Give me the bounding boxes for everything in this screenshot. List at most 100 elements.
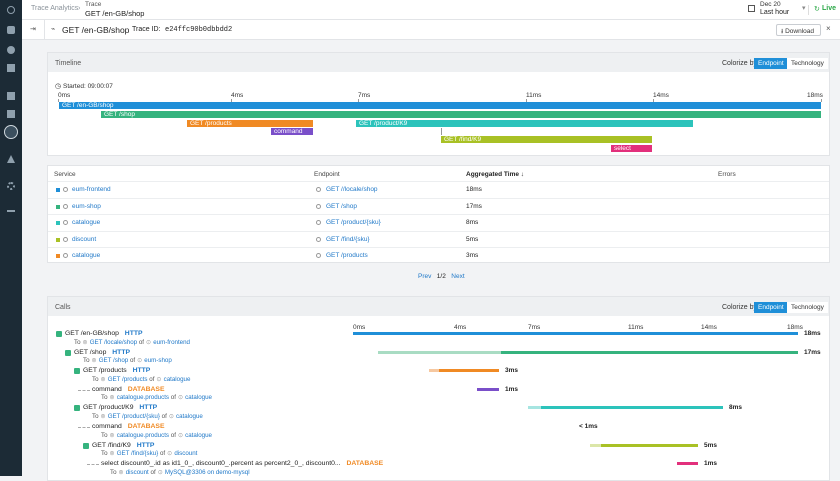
call-target[interactable]: GET /products xyxy=(107,375,148,383)
call-destination: To ⊚ GET /product/{sku} of ⊙ catalogue xyxy=(92,413,203,420)
live-toggle[interactable]: Live xyxy=(822,5,837,12)
aggregated-time: 3ms xyxy=(466,252,479,259)
call-target[interactable]: GET /product/{sku} xyxy=(107,412,160,420)
timeline-bar[interactable]: GET /shop xyxy=(101,111,821,118)
call-owner[interactable]: eum-shop xyxy=(144,357,172,365)
call-bar[interactable] xyxy=(501,350,798,354)
call-destination: To ⊚ GET /products of ⊙ catalogue xyxy=(92,376,190,383)
endpoint-name[interactable]: GET /find/{sku} xyxy=(326,235,370,243)
aggregated-time: 17ms xyxy=(466,202,482,210)
collapse-toggle[interactable] xyxy=(74,368,80,375)
timeline-bar[interactable]: GET /en-GB/shop xyxy=(59,102,821,109)
call-owner[interactable]: catalogue xyxy=(185,394,212,402)
of-label: of xyxy=(150,468,156,476)
timeline-card: Timeline Colorize by Endpoint Technology… xyxy=(47,52,830,156)
call-bar[interactable] xyxy=(353,332,798,335)
call-bar[interactable] xyxy=(677,462,698,466)
endpoint-icon xyxy=(316,220,321,225)
nav-icon[interactable] xyxy=(7,155,15,163)
endpoint-name[interactable]: GET /products xyxy=(326,252,368,259)
call-owner[interactable]: eum-frontend xyxy=(153,338,190,346)
nav-icon-active[interactable] xyxy=(4,125,18,139)
call-target[interactable]: catalogue.products xyxy=(116,394,170,402)
call-target[interactable]: catalogue.products xyxy=(116,431,170,439)
column-header[interactable]: Errors xyxy=(718,171,736,178)
timeline-bar[interactable]: GET /products xyxy=(187,120,313,127)
call-owner[interactable]: discount xyxy=(174,450,198,458)
to-label: To xyxy=(92,412,99,420)
service-name[interactable]: catalogue xyxy=(72,252,101,259)
endpoint-icon: ⊚ xyxy=(100,412,106,420)
axis-tick-label: 4ms xyxy=(454,324,467,331)
download-button[interactable]: ⭳ Download xyxy=(776,24,821,36)
trace-icon: ⌁ xyxy=(51,26,56,33)
service-icon: ⊙ xyxy=(177,431,184,439)
prev-page[interactable]: Prev xyxy=(418,273,432,280)
colorize-option-active[interactable]: Endpoint xyxy=(754,58,788,69)
next-page[interactable]: Next xyxy=(451,273,465,280)
timeline-bar[interactable]: GET /find/K9 xyxy=(441,136,652,143)
service-color xyxy=(56,221,60,225)
column-header[interactable]: Service xyxy=(54,171,76,178)
endpoint-name[interactable]: GET //locale/shop xyxy=(326,186,378,193)
collapse-toggle[interactable] xyxy=(65,349,71,356)
collapse-toggle[interactable] xyxy=(83,442,89,449)
calls-header xyxy=(48,297,829,316)
nav-icon[interactable] xyxy=(7,6,15,14)
column-header[interactable]: Endpoint xyxy=(314,171,340,178)
sidebar xyxy=(0,0,22,476)
call-owner[interactable]: catalogue xyxy=(176,412,203,420)
nav-icon[interactable] xyxy=(7,110,15,118)
close-button[interactable]: × xyxy=(826,24,831,33)
collapse-icon[interactable]: ⇥ xyxy=(30,26,36,33)
service-name[interactable]: eum-frontend xyxy=(72,186,111,193)
colorize-option[interactable]: Technology xyxy=(787,58,828,69)
call-technology: HTTP xyxy=(139,404,158,412)
call-title: GET /product/K9 HTTP xyxy=(83,404,157,411)
aggregated-time: 18ms xyxy=(466,186,482,193)
collapse-toggle[interactable] xyxy=(74,405,80,412)
time-range[interactable]: Last hour xyxy=(760,9,790,16)
call-duration: < 1ms xyxy=(579,423,598,430)
service-name[interactable]: discount xyxy=(72,235,97,243)
endpoint-icon xyxy=(316,187,321,192)
colorize-option-active[interactable]: Endpoint xyxy=(754,302,788,313)
call-bar[interactable] xyxy=(439,369,499,373)
colorize-option[interactable]: Technology xyxy=(787,302,828,313)
nav-icon[interactable] xyxy=(7,64,15,72)
top-bar: Trace Analytics › Trace GET /en-GB/shop … xyxy=(22,0,840,20)
nav-icon[interactable] xyxy=(7,92,15,100)
nav-icon[interactable] xyxy=(7,182,15,190)
call-target[interactable]: discount xyxy=(125,468,149,476)
call-bar[interactable] xyxy=(541,406,723,410)
call-target[interactable]: GET /find/{sku} xyxy=(116,450,159,458)
column-header[interactable]: Aggregated Time ↓ xyxy=(466,171,525,178)
timeline-bar[interactable]: GET /product/K9 xyxy=(356,120,693,127)
breadcrumb[interactable]: Trace Analytics xyxy=(31,5,79,12)
call-owner[interactable]: catalogue xyxy=(163,375,191,383)
call-bar[interactable] xyxy=(601,443,698,447)
nav-icon[interactable] xyxy=(7,26,15,34)
call-owner[interactable]: MySQL@3306 on demo-mysql xyxy=(164,468,250,476)
timeline-bar[interactable]: command xyxy=(271,128,313,135)
download-label: Download xyxy=(785,28,815,35)
call-bar[interactable] xyxy=(477,387,499,391)
service-name[interactable]: eum-shop xyxy=(72,202,101,210)
axis-tick-label: 7ms xyxy=(528,324,541,331)
call-target[interactable]: GET /locale/shop xyxy=(89,338,138,346)
axis-tick xyxy=(653,99,654,102)
collapse-toggle[interactable] xyxy=(56,331,62,337)
call-owner[interactable]: catalogue xyxy=(185,431,212,439)
timeline-bar[interactable]: select disco... xyxy=(611,145,652,152)
call-title: GET /shop HTTP xyxy=(74,349,130,356)
endpoint-name[interactable]: GET /shop xyxy=(326,202,357,210)
service-name[interactable]: catalogue xyxy=(72,219,101,226)
nav-icon[interactable] xyxy=(7,46,15,54)
call-title: GET /products HTTP xyxy=(83,367,150,374)
date[interactable]: Dec 20 xyxy=(760,1,781,8)
nav-icon[interactable] xyxy=(7,210,15,212)
endpoint-name[interactable]: GET /product/{sku} xyxy=(326,219,381,226)
axis-tick-label: 0ms xyxy=(353,324,366,331)
call-target[interactable]: GET /shop xyxy=(98,357,129,365)
